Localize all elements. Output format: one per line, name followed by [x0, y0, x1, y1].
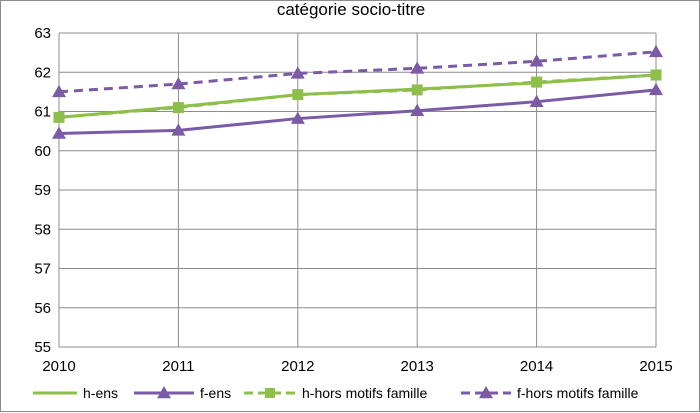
data-point-marker	[410, 61, 425, 74]
data-point-marker	[52, 84, 66, 98]
legend-item: h-ens	[33, 385, 118, 401]
data-point-marker	[410, 103, 425, 116]
series-group	[52, 44, 663, 139]
x-tick-label: 2010	[42, 358, 75, 375]
axes: 55 56 57 58 59 60 61 62 63 2010 2011 2012 2013 2014 20…	[34, 25, 672, 375]
legend-item: f-ens	[134, 385, 231, 401]
series-h-hors-motifs-famille	[53, 69, 662, 123]
y-tick-label: 57	[34, 261, 51, 278]
data-point-marker	[479, 386, 493, 399]
x-tick-label: 2014	[520, 358, 553, 375]
y-tick-label: 60	[34, 143, 51, 160]
legend: h-ens f-ens h-hors motifs famille f-hors mo…	[33, 385, 639, 401]
data-point-marker	[650, 69, 662, 81]
legend-label: f-hors motifs famille	[517, 385, 639, 401]
data-point-marker	[52, 126, 66, 139]
y-tick-label: 56	[34, 300, 51, 317]
series-line	[58, 50, 657, 94]
chart-title: catégorie socio-titre	[277, 1, 425, 19]
data-point-marker	[171, 77, 186, 90]
series-line	[58, 88, 657, 135]
data-point-marker	[172, 102, 184, 114]
legend-label: f-ens	[200, 385, 231, 401]
y-tick-label: 62	[34, 64, 51, 81]
data-point-marker	[529, 94, 544, 107]
x-tick-label: 2015	[639, 358, 672, 375]
y-tick-label: 55	[34, 339, 51, 356]
data-point-marker	[53, 111, 65, 123]
data-point-marker	[157, 386, 171, 399]
data-point-marker	[292, 89, 304, 101]
legend-label: h-ens	[83, 385, 118, 401]
x-tick-label: 2011	[162, 358, 194, 375]
y-tick-label: 58	[34, 221, 51, 238]
x-tick-label: 2012	[281, 358, 314, 375]
data-point-marker	[649, 82, 663, 96]
legend-item: f-hors motifs famille	[461, 385, 639, 401]
y-tick-label: 61	[34, 104, 51, 121]
legend-item: h-hors motifs famille	[244, 385, 427, 401]
series-f-hors-motifs-famille	[52, 44, 663, 98]
legend-label: h-hors motifs famille	[302, 385, 427, 401]
data-point-marker	[290, 111, 305, 124]
series-line	[58, 73, 657, 119]
data-point-marker	[411, 84, 423, 96]
series-f-ens	[52, 82, 663, 139]
y-tick-label: 63	[34, 25, 51, 42]
data-point-marker	[649, 44, 663, 58]
data-point-marker	[171, 123, 186, 136]
x-tick-label: 2013	[401, 358, 434, 375]
data-point-marker	[531, 76, 543, 88]
data-point-marker	[265, 388, 275, 398]
y-tick-label: 59	[34, 182, 51, 199]
data-point-marker	[290, 66, 305, 79]
data-point-marker	[529, 54, 544, 67]
